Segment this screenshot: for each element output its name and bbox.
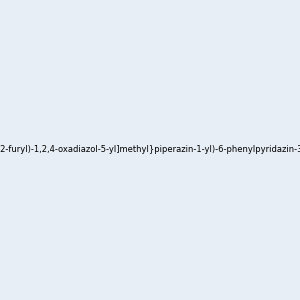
Text: 5-(4-{[3-(2-furyl)-1,2,4-oxadiazol-5-yl]methyl}piperazin-1-yl)-6-phenylpyridazin: 5-(4-{[3-(2-furyl)-1,2,4-oxadiazol-5-yl]… xyxy=(0,146,300,154)
